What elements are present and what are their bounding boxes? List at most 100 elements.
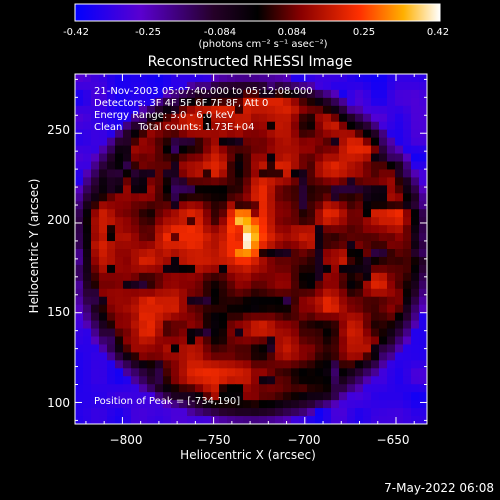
heatmap-cell — [107, 272, 116, 282]
heatmap-cell — [83, 376, 92, 385]
heatmap-cell — [155, 97, 164, 107]
heatmap-cell — [387, 201, 396, 210]
heatmap-cell — [163, 296, 172, 306]
heatmap-cell — [275, 368, 284, 377]
heatmap-cell — [315, 296, 324, 306]
heatmap-cell — [211, 161, 220, 171]
heatmap-cell — [211, 264, 220, 274]
heatmap-cell — [259, 384, 268, 393]
heatmap-cell — [219, 177, 228, 186]
heatmap-cell — [131, 249, 140, 258]
heatmap-cell — [315, 121, 324, 131]
heatmap-cell — [211, 288, 220, 298]
heatmap-cell — [291, 256, 300, 266]
heatmap-cell — [147, 209, 156, 218]
colorbar-tick: -0.42 — [63, 27, 89, 38]
heatmap-cell — [155, 272, 164, 282]
heatmap-cell — [283, 233, 292, 242]
y-tick-label: 200 — [47, 213, 70, 227]
heatmap-cell — [419, 360, 427, 369]
heatmap-cell — [387, 161, 396, 171]
heatmap-cell — [179, 249, 188, 258]
heatmap-cell — [291, 121, 300, 131]
heatmap-cell — [323, 344, 332, 353]
heatmap-cell — [363, 320, 372, 330]
heatmap-cell — [203, 336, 212, 346]
heatmap-cell — [203, 185, 212, 194]
heatmap-cell — [147, 121, 156, 131]
heatmap-cell — [195, 416, 204, 424]
heatmap-cell — [107, 416, 116, 424]
heatmap-cell — [323, 336, 332, 346]
heatmap-cell — [419, 97, 427, 107]
heatmap-cell — [115, 288, 124, 298]
heatmap-cell — [307, 129, 316, 139]
heatmap-cell — [195, 185, 204, 194]
heatmap-cell — [203, 81, 212, 91]
heatmap-cell — [411, 360, 420, 369]
heatmap-cell — [243, 344, 252, 353]
heatmap-cell — [99, 209, 108, 218]
heatmap-cell — [419, 400, 427, 409]
heatmap-cell — [291, 81, 300, 91]
heatmap-cell — [411, 201, 420, 210]
heatmap-cell — [275, 81, 284, 91]
heatmap-cell — [355, 344, 364, 353]
heatmap-cell — [291, 217, 300, 226]
heatmap-cell — [323, 201, 332, 210]
heatmap-cell — [131, 74, 140, 83]
heatmap-cell — [187, 137, 196, 147]
heatmap-cell — [251, 153, 260, 163]
heatmap-cell — [403, 256, 412, 266]
heatmap-cell — [211, 352, 220, 361]
heatmap-cell — [371, 368, 380, 377]
heatmap-cell — [107, 336, 116, 346]
heatmap-cell — [243, 384, 252, 393]
heatmap-cell — [99, 256, 108, 266]
heatmap-cell — [363, 89, 372, 99]
heatmap-cell — [235, 328, 244, 338]
heatmap-cell — [99, 201, 108, 210]
heatmap-cell — [75, 296, 84, 306]
heatmap-cell — [379, 304, 388, 314]
heatmap-cell — [411, 185, 420, 194]
heatmap-cell — [363, 416, 372, 424]
heatmap-cell — [83, 137, 92, 147]
heatmap-cell — [211, 113, 220, 123]
heatmap-cell — [299, 320, 308, 330]
heatmap-cell — [259, 272, 268, 282]
heatmap-cell — [387, 320, 396, 330]
heatmap-cell — [163, 177, 172, 186]
heatmap-cell — [275, 105, 284, 115]
heatmap-cell — [331, 121, 340, 131]
heatmap-cell — [371, 161, 380, 171]
heatmap-cell — [379, 296, 388, 306]
heatmap-cell — [275, 169, 284, 178]
heatmap-cell — [411, 384, 420, 393]
heatmap-cell — [251, 304, 260, 314]
heatmap-cell — [283, 74, 292, 83]
heatmap-cell — [331, 129, 340, 139]
heatmap-cell — [267, 328, 276, 338]
heatmap-cell — [227, 400, 236, 409]
heatmap-cell — [387, 416, 396, 424]
heatmap-cell — [267, 376, 276, 385]
heatmap-cell — [299, 400, 308, 409]
heatmap-cell — [155, 209, 164, 218]
heatmap-cell — [219, 400, 228, 409]
heatmap-cell — [131, 280, 140, 290]
heatmap-cell — [363, 296, 372, 306]
heatmap-cell — [299, 145, 308, 155]
heatmap-cell — [75, 193, 84, 202]
heatmap-cell — [75, 264, 84, 274]
heatmap-cell — [379, 209, 388, 218]
heatmap-cell — [243, 241, 252, 250]
heatmap-cell — [179, 129, 188, 139]
heatmap-cell — [163, 153, 172, 163]
y-tick-label: 250 — [47, 123, 70, 137]
heatmap-cell — [155, 137, 164, 147]
heatmap-cell — [355, 320, 364, 330]
heatmap-cell — [267, 137, 276, 147]
heatmap-cell — [299, 256, 308, 266]
heatmap-cell — [267, 304, 276, 314]
